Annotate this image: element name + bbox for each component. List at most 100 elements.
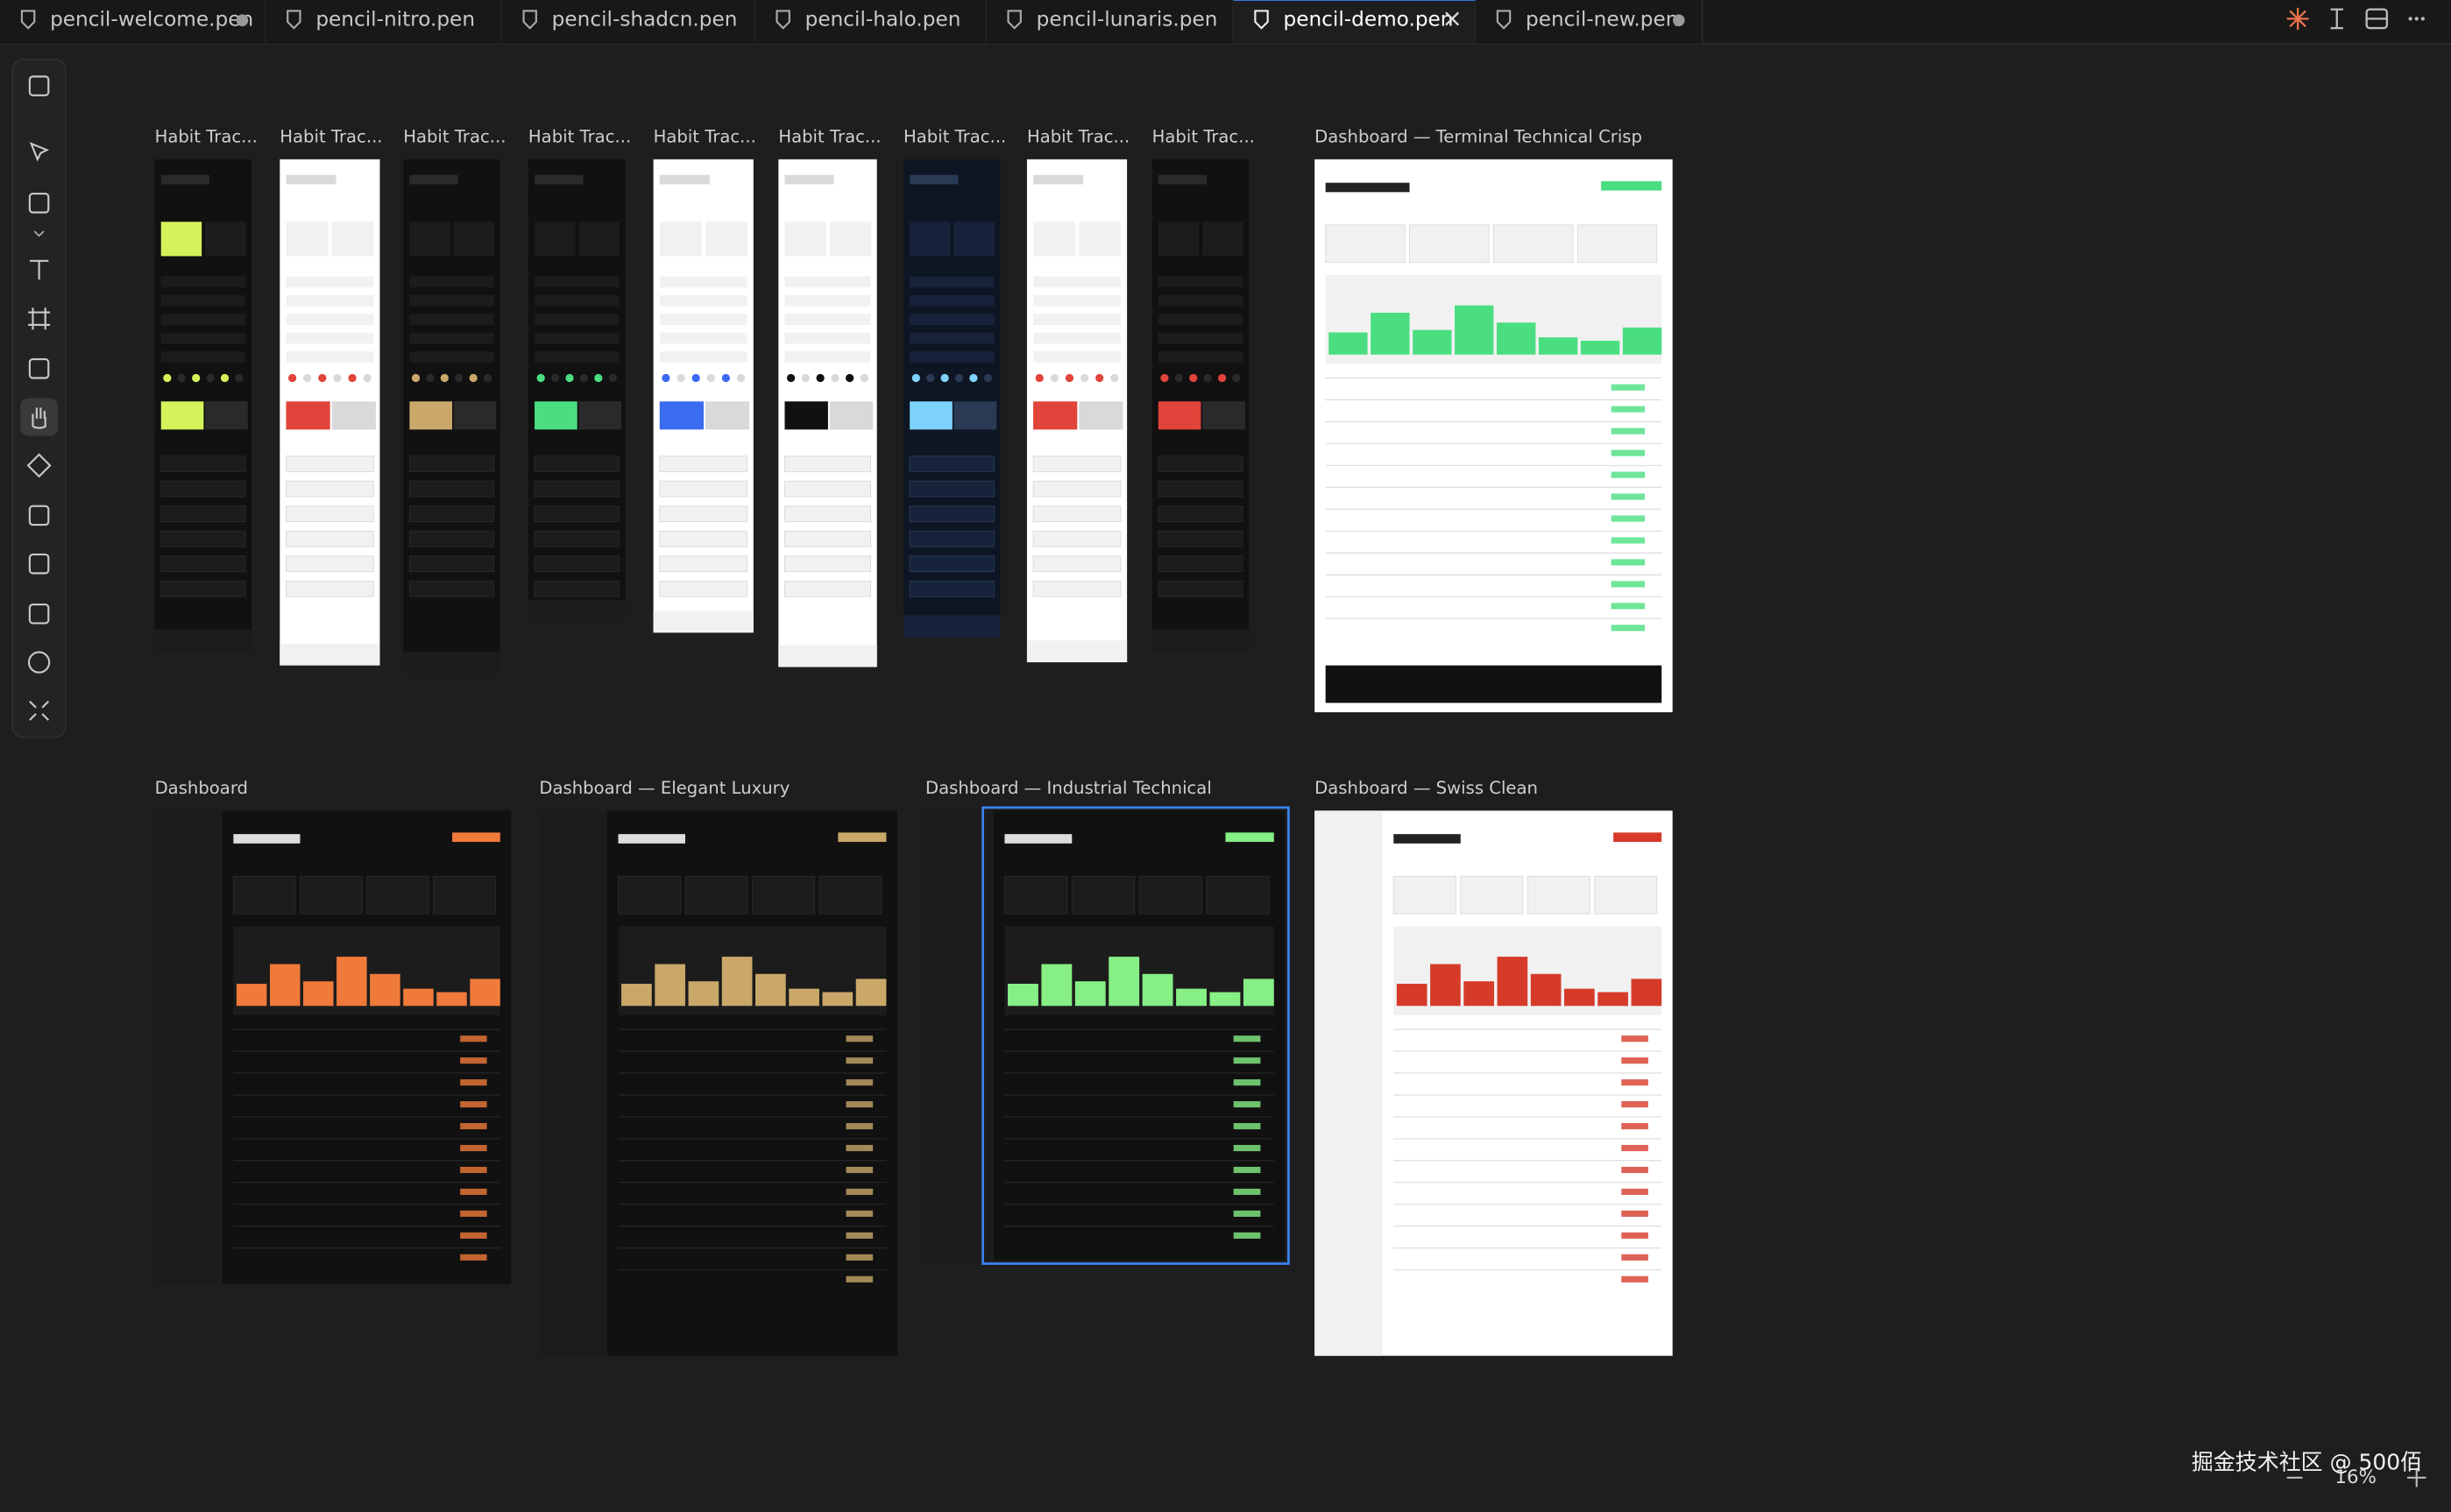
thumb-row [1158, 332, 1243, 344]
tab[interactable]: pencil-welcome.pen [0, 0, 267, 44]
thumb-row [534, 555, 620, 573]
fit-tool[interactable] [29, 700, 50, 721]
thumb-stat [578, 222, 620, 257]
design-frame[interactable]: Dashboard — Terminal Technical Crisp [1314, 126, 1673, 713]
frame-label: Habit Trac... [1152, 126, 1255, 146]
unsaved-dot [1673, 14, 1685, 26]
design-frame[interactable]: Dashboard [154, 778, 512, 1284]
thumb-day [318, 373, 327, 383]
tab[interactable]: pencil-new.pen [1475, 0, 1704, 44]
thumb-kpi [1460, 875, 1524, 915]
design-frame[interactable]: Habit Trac... [1027, 126, 1130, 663]
component-tool[interactable] [26, 453, 52, 478]
rectangle-tool[interactable] [28, 193, 50, 214]
thumb-day [483, 373, 492, 383]
thumb-row [285, 480, 374, 498]
design-frame[interactable]: Dashboard — Industrial Technical [925, 778, 1290, 1265]
thumb-row [286, 314, 374, 325]
thumb-cell [460, 1188, 487, 1196]
file-icon [776, 10, 790, 30]
select-tool[interactable] [29, 142, 50, 162]
thumb-footer [1325, 665, 1662, 703]
sidebar-tool[interactable] [28, 75, 50, 96]
thumb-row [909, 580, 995, 597]
design-frame[interactable]: Habit Trac... [280, 126, 383, 666]
design-frame[interactable]: Dashboard — Swiss Clean [1314, 778, 1673, 1356]
thumb-card [659, 401, 704, 430]
thumb-day [801, 373, 811, 383]
thumb-row [160, 332, 246, 344]
note-tool[interactable] [28, 358, 50, 379]
thumb-row [1033, 314, 1121, 325]
thumb-header [160, 174, 210, 185]
thumb-day [1110, 373, 1119, 383]
design-frame[interactable]: Habit Trac... [154, 126, 258, 652]
design-frame[interactable]: Habit Trac... [528, 126, 631, 622]
thumb-button [838, 832, 887, 843]
thumb-cell [1611, 427, 1646, 435]
tab[interactable]: pencil-shadcn.pen [501, 0, 756, 44]
thumb-row [160, 314, 246, 325]
tab[interactable]: pencil-demo.pen [1233, 0, 1477, 44]
thumb-row [1032, 456, 1122, 472]
account-tool[interactable] [27, 651, 51, 674]
thumb-cell [846, 1166, 874, 1174]
cursor-icon[interactable] [2330, 8, 2343, 30]
frame-label: Dashboard — Elegant Luxury [539, 778, 790, 798]
rectangle-menu-chevron[interactable] [33, 230, 45, 237]
frame-label: Habit Trac... [1027, 126, 1130, 146]
thumb-row [784, 294, 871, 307]
thumb-day [1065, 373, 1074, 383]
tab[interactable]: pencil-lunaris.pen [986, 0, 1235, 44]
tab[interactable]: pencil-nitro.pen [266, 0, 503, 44]
thumb-row [286, 276, 374, 288]
thumb-cell [1611, 384, 1646, 391]
tab-label: pencil-halo.pen [805, 8, 961, 32]
thumb-bar [370, 973, 400, 1007]
thumb-header [535, 174, 584, 185]
design-frame[interactable]: Habit Trac... [403, 126, 506, 674]
thumb-cell [1611, 449, 1646, 456]
sparkle-icon[interactable] [2286, 7, 2309, 30]
design-frame[interactable]: Dashboard — Elegant Luxury [539, 778, 897, 1356]
more-icon[interactable] [2408, 17, 2426, 21]
thumb-day [440, 373, 449, 383]
keyboard-tool[interactable] [28, 553, 50, 575]
thumb-row [909, 480, 995, 498]
hand-tool[interactable] [20, 398, 59, 436]
thumb-cell [1233, 1123, 1261, 1130]
thumb-cell [846, 1035, 874, 1042]
thumb-row [910, 294, 995, 307]
design-frame[interactable]: Habit Trac... [903, 126, 1006, 638]
frame-tool[interactable] [28, 307, 51, 330]
zoom-in[interactable] [2407, 1468, 2426, 1487]
thumb-cell [1611, 515, 1646, 522]
thumb-kpi [1576, 224, 1658, 263]
settings-tool[interactable] [28, 603, 50, 625]
thumb-day [846, 373, 854, 383]
thumb-bar [1430, 964, 1461, 1007]
design-frame[interactable]: Habit Trac... [778, 126, 882, 668]
text-tool[interactable] [29, 259, 49, 280]
image-tool[interactable] [28, 505, 50, 526]
zoom-control: 16% [2286, 1466, 2426, 1488]
thumb-day [1189, 373, 1198, 383]
tab[interactable]: pencil-halo.pen [754, 0, 988, 44]
thumb-nav [528, 599, 626, 622]
thumb-row [784, 276, 871, 288]
thumb-bar [236, 984, 267, 1007]
thumb-bar [822, 992, 854, 1007]
thumb-cell [1233, 1144, 1261, 1152]
thumb-card [910, 401, 953, 430]
design-frame[interactable]: Habit Trac... [654, 126, 756, 633]
thumb-row [659, 580, 748, 597]
thumb-cell [1233, 1210, 1261, 1218]
layout-icon[interactable] [2365, 8, 2389, 30]
thumb-stat [829, 222, 871, 257]
thumb-day [736, 373, 746, 383]
thumb-bar [1530, 973, 1562, 1007]
thumb-cell [1233, 1057, 1261, 1064]
thumb-cell [1233, 1079, 1261, 1086]
tab-close[interactable] [1445, 11, 1460, 26]
design-frame[interactable]: Habit Trac... [1151, 126, 1255, 652]
